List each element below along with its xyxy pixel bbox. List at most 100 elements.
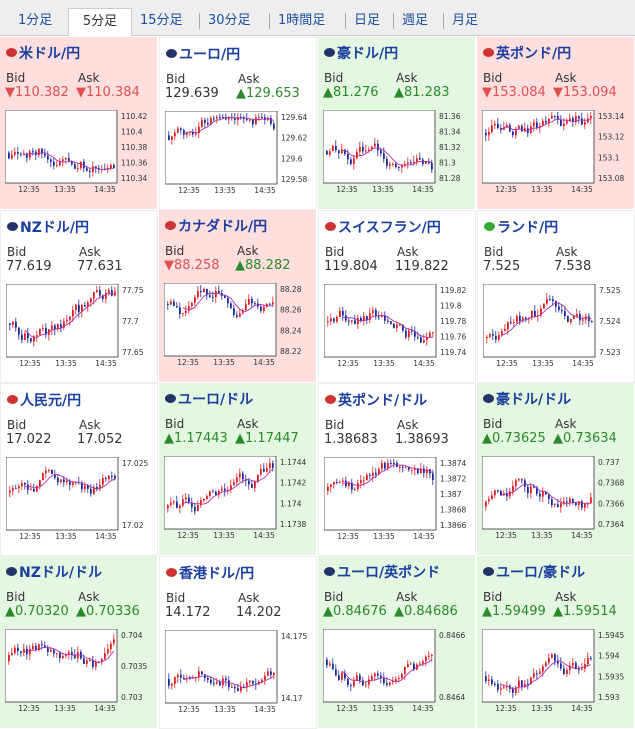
rate-card[interactable]: ユーロ/円 Bid Ask 129.639 ▲129.653 129.64 129.62 12… (159, 37, 317, 210)
up-arrow-icon: ▲ (5, 604, 15, 619)
candle-body (425, 656, 427, 662)
moving-average-line (500, 118, 591, 131)
pair-name[interactable]: 豪ドル/ドル (483, 389, 571, 409)
ask-label: Ask (78, 71, 100, 85)
pair-name[interactable]: ユーロ/英ポンド (324, 562, 440, 582)
bid-value: 17.022 (6, 432, 52, 447)
rate-card[interactable]: 米ドル/円 Bid Ask ▼110.382 ▼110.384 110.42 110.4 11… (0, 37, 158, 210)
candle-body (198, 126, 200, 134)
rate-card[interactable]: 英ポンド/円 Bid Ask ▼153.084 ▼153.094 153.14 153.12… (477, 37, 635, 210)
bid-label: Bid (483, 590, 503, 604)
pair-name[interactable]: 英ポンド/円 (483, 43, 571, 63)
rate-card[interactable]: カナダドル/円 Bid Ask ▼88.258 ▲88.282 88.28 88.26 88.… (159, 210, 317, 383)
y-tick-label: 1.174 (280, 499, 302, 508)
rate-card[interactable]: 人民元/円 Bid Ask 17.022 17.052 17.025 17.02 12:35 1… (0, 383, 158, 556)
mini-candle-chart[interactable]: 110.42 110.4 110.38 110.36 110.34 12:35 13:35 1… (5, 110, 153, 205)
rate-card[interactable]: ユーロ/英ポンド Bid Ask ▲0.84676 ▲0.84686 0.8466 0.84… (318, 556, 476, 729)
candle-body (54, 474, 56, 478)
bid-label: Bid (484, 245, 504, 259)
rate-card[interactable]: 豪ドル/円 Bid Ask ▲81.276 ▲81.283 81.36 81.34 81.32… (318, 37, 476, 210)
rate-card[interactable]: ユーロ/豪ドル Bid Ask ▲1.59499 ▲1.59514 1.5945 1.594… (477, 556, 635, 729)
mini-candle-chart[interactable]: 1.5945 1.594 1.5935 1.593 12:35 13:35 14:35 (482, 629, 630, 724)
rate-card[interactable]: NZドル/ドル Bid Ask ▲0.70320 ▲0.70336 0.704 0.7035… (0, 556, 158, 729)
candle-body (197, 290, 199, 298)
mini-candle-chart[interactable]: 153.14 153.12 153.1 153.08 12:35 13:35 14:35 (482, 110, 630, 205)
moving-average-line (183, 117, 275, 135)
candle-body (573, 315, 575, 320)
x-tick-label: 14:35 (571, 704, 593, 713)
candle-body (71, 652, 73, 655)
rate-card[interactable]: ユーロ/ドル Bid Ask ▲1.17443 ▲1.17447 1.1744 1.1742… (159, 383, 317, 556)
y-tick-label: 153.14 (598, 112, 624, 121)
candle-body (182, 499, 184, 506)
chart-plot-area (165, 630, 278, 704)
pair-name[interactable]: ユーロ/豪ドル (483, 562, 585, 582)
rate-card[interactable]: スイスフラン/円 Bid Ask 119.804 119.822 119.82 119.8 1… (318, 210, 476, 383)
moving-average-line (500, 660, 591, 690)
candle-body (366, 316, 368, 321)
mini-candle-chart[interactable]: 81.36 81.34 81.32 81.3 81.28 12:35 13:35 14:35 (323, 110, 471, 205)
mini-candle-chart[interactable]: 14.175 14.17 12:35 13:35 14:35 (165, 630, 313, 725)
tab-1[interactable]: 1分足 (18, 13, 53, 28)
tab-5[interactable]: 1時間足 (278, 13, 326, 28)
pair-name-text: ユーロ/ドル (178, 392, 254, 408)
pair-name[interactable]: ユーロ/円 (166, 44, 240, 64)
rate-card[interactable]: 英ポンド/ドル Bid Ask 1.38683 1.38693 1.3874 1.3872 1… (318, 383, 476, 556)
candle-body (41, 148, 43, 154)
candle-body (72, 309, 74, 317)
mini-candle-chart[interactable]: 1.3874 1.3872 1.387 1.3868 1.3866 12:35 13:35 1… (324, 457, 472, 552)
pair-name[interactable]: スイスフラン/円 (325, 217, 441, 237)
rate-card[interactable]: ランド/円 Bid Ask 7.525 7.538 7.525 7.524 7.523 12:3… (477, 210, 635, 383)
mini-candle-chart[interactable]: 77.75 77.7 77.65 12:35 13:35 14:35 (6, 284, 154, 379)
bid-label: Bid (324, 590, 344, 604)
ask-value: ▼110.384 (76, 85, 140, 100)
mini-candle-chart[interactable]: 119.82 119.8 119.78 119.76 119.74 12:35 13:35 1… (324, 284, 472, 379)
mini-candle-chart[interactable]: 7.525 7.524 7.523 12:35 13:35 14:35 (483, 284, 631, 379)
mini-candle-chart[interactable]: 17.025 17.02 12:35 13:35 14:35 (6, 457, 154, 552)
bid-value: ▲1.17443 (164, 431, 228, 446)
rate-card[interactable]: 豪ドル/ドル Bid Ask ▲0.73625 ▲0.73634 0.737 0.7368 0… (477, 383, 635, 556)
mini-candle-chart[interactable]: 0.8466 0.8464 12:35 13:35 14:35 (323, 629, 471, 724)
mini-candle-chart[interactable]: 129.64 129.62 129.6 129.58 12:35 13:35 14:35 (165, 111, 313, 206)
mini-candle-chart[interactable]: 0.704 0.7035 0.703 12:35 13:35 14:35 (5, 629, 153, 724)
pair-name[interactable]: 香港ドル/円 (166, 563, 254, 583)
mini-candle-chart[interactable]: 88.28 88.26 88.24 88.22 12:35 13:35 14:35 (164, 283, 312, 378)
pair-name[interactable]: 人民元/円 (7, 390, 81, 410)
tab-8[interactable]: 月足 (452, 13, 479, 28)
candle-body (398, 167, 400, 169)
candle-body (170, 502, 172, 506)
candle-body (81, 482, 83, 490)
pair-name[interactable]: ユーロ/ドル (165, 389, 253, 409)
tab-4[interactable]: 30分足 (208, 13, 251, 28)
candle-body (86, 168, 88, 171)
tab-3[interactable]: 15分足 (140, 13, 183, 28)
tab-6[interactable]: 日足 (354, 13, 381, 28)
candle-body (372, 472, 374, 476)
pair-name[interactable]: NZドル/円 (7, 217, 89, 237)
y-tick-label: 1.387 (440, 490, 462, 499)
candle-body (512, 688, 514, 693)
tab-7[interactable]: 週足 (402, 13, 429, 28)
ask-label: Ask (78, 590, 100, 604)
ask-label: Ask (396, 71, 418, 85)
pair-name[interactable]: ランド/円 (484, 217, 558, 237)
down-arrow-icon: ▼ (553, 85, 563, 100)
candle-body (99, 484, 101, 490)
candle-body (501, 331, 503, 335)
pair-name[interactable]: カナダドル/円 (165, 216, 267, 236)
candle-body (72, 482, 74, 485)
candle-body (18, 486, 20, 489)
candle-body (12, 487, 14, 491)
ask-value: 7.538 (554, 259, 592, 274)
rate-card[interactable]: 香港ドル/円 Bid Ask 14.172 14.202 14.175 14.17 12:35… (159, 556, 317, 729)
pair-name[interactable]: 豪ドル/円 (324, 43, 398, 63)
tab-2[interactable]: 5分足 (68, 8, 132, 36)
bid-label: Bid (6, 590, 26, 604)
candle-body (372, 310, 374, 314)
pair-name[interactable]: 英ポンド/ドル (325, 390, 427, 410)
mini-candle-chart[interactable]: 1.1744 1.1742 1.174 1.1738 12:35 13:35 14:35 (164, 456, 312, 551)
pair-name[interactable]: 米ドル/円 (6, 43, 80, 63)
pair-name[interactable]: NZドル/ドル (6, 562, 102, 582)
mini-candle-chart[interactable]: 0.737 0.7368 0.7366 0.7364 12:35 13:35 14:35 (482, 456, 630, 551)
rate-card[interactable]: NZドル/円 Bid Ask 77.619 77.631 77.75 77.7 77.65 12… (0, 210, 158, 383)
